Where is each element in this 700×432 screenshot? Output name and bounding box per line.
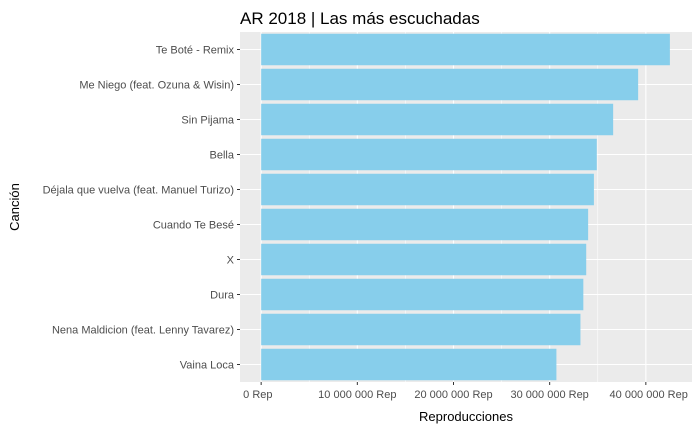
bar bbox=[261, 173, 594, 206]
bar bbox=[261, 103, 614, 136]
chart-title: AR 2018 | Las más escuchadas bbox=[240, 9, 480, 28]
y-tick-label: Te Boté - Remix bbox=[156, 45, 235, 57]
bar bbox=[261, 278, 584, 311]
bars bbox=[261, 33, 670, 381]
x-tick-label: 10 000 000 Rep bbox=[318, 389, 396, 401]
x-axis-ticks: 0 Rep 10 000 000 Rep 20 000 000 Rep 30 000 … bbox=[243, 382, 688, 401]
x-tick-label: 30 000 000 Rep bbox=[511, 389, 589, 401]
y-tick-label: Vaina Loca bbox=[180, 360, 235, 372]
y-tick-label: X bbox=[227, 255, 235, 267]
y-tick-label: Sin Pijama bbox=[181, 115, 234, 127]
y-axis-title: Canción bbox=[7, 183, 22, 231]
y-tick-label: Cuando Te Besé bbox=[153, 220, 234, 232]
y-tick-label: Dura bbox=[210, 290, 235, 302]
y-tick-label: Me Niego (feat. Ozuna & Wisin) bbox=[79, 80, 234, 92]
x-axis-title: Reproducciones bbox=[419, 409, 513, 424]
x-tick-label: 20 000 000 Rep bbox=[414, 389, 492, 401]
bar bbox=[261, 313, 581, 346]
y-tick-label: Déjala que vuelva (feat. Manuel Turizo) bbox=[43, 185, 234, 197]
bar bbox=[261, 243, 587, 276]
x-tick-label: 0 Rep bbox=[243, 389, 272, 401]
bar bbox=[261, 208, 589, 241]
bar bbox=[261, 138, 597, 171]
bar bbox=[261, 33, 670, 66]
y-axis-ticks: Te Boté - Remix Me Niego (feat. Ozuna & W… bbox=[43, 45, 240, 372]
y-tick-label: Bella bbox=[210, 150, 235, 162]
bar bbox=[261, 348, 557, 381]
x-tick-label: 40 000 000 Rep bbox=[610, 389, 688, 401]
y-tick-label: Nena Maldicion (feat. Lenny Tavarez) bbox=[52, 325, 234, 337]
bar bbox=[261, 68, 639, 101]
